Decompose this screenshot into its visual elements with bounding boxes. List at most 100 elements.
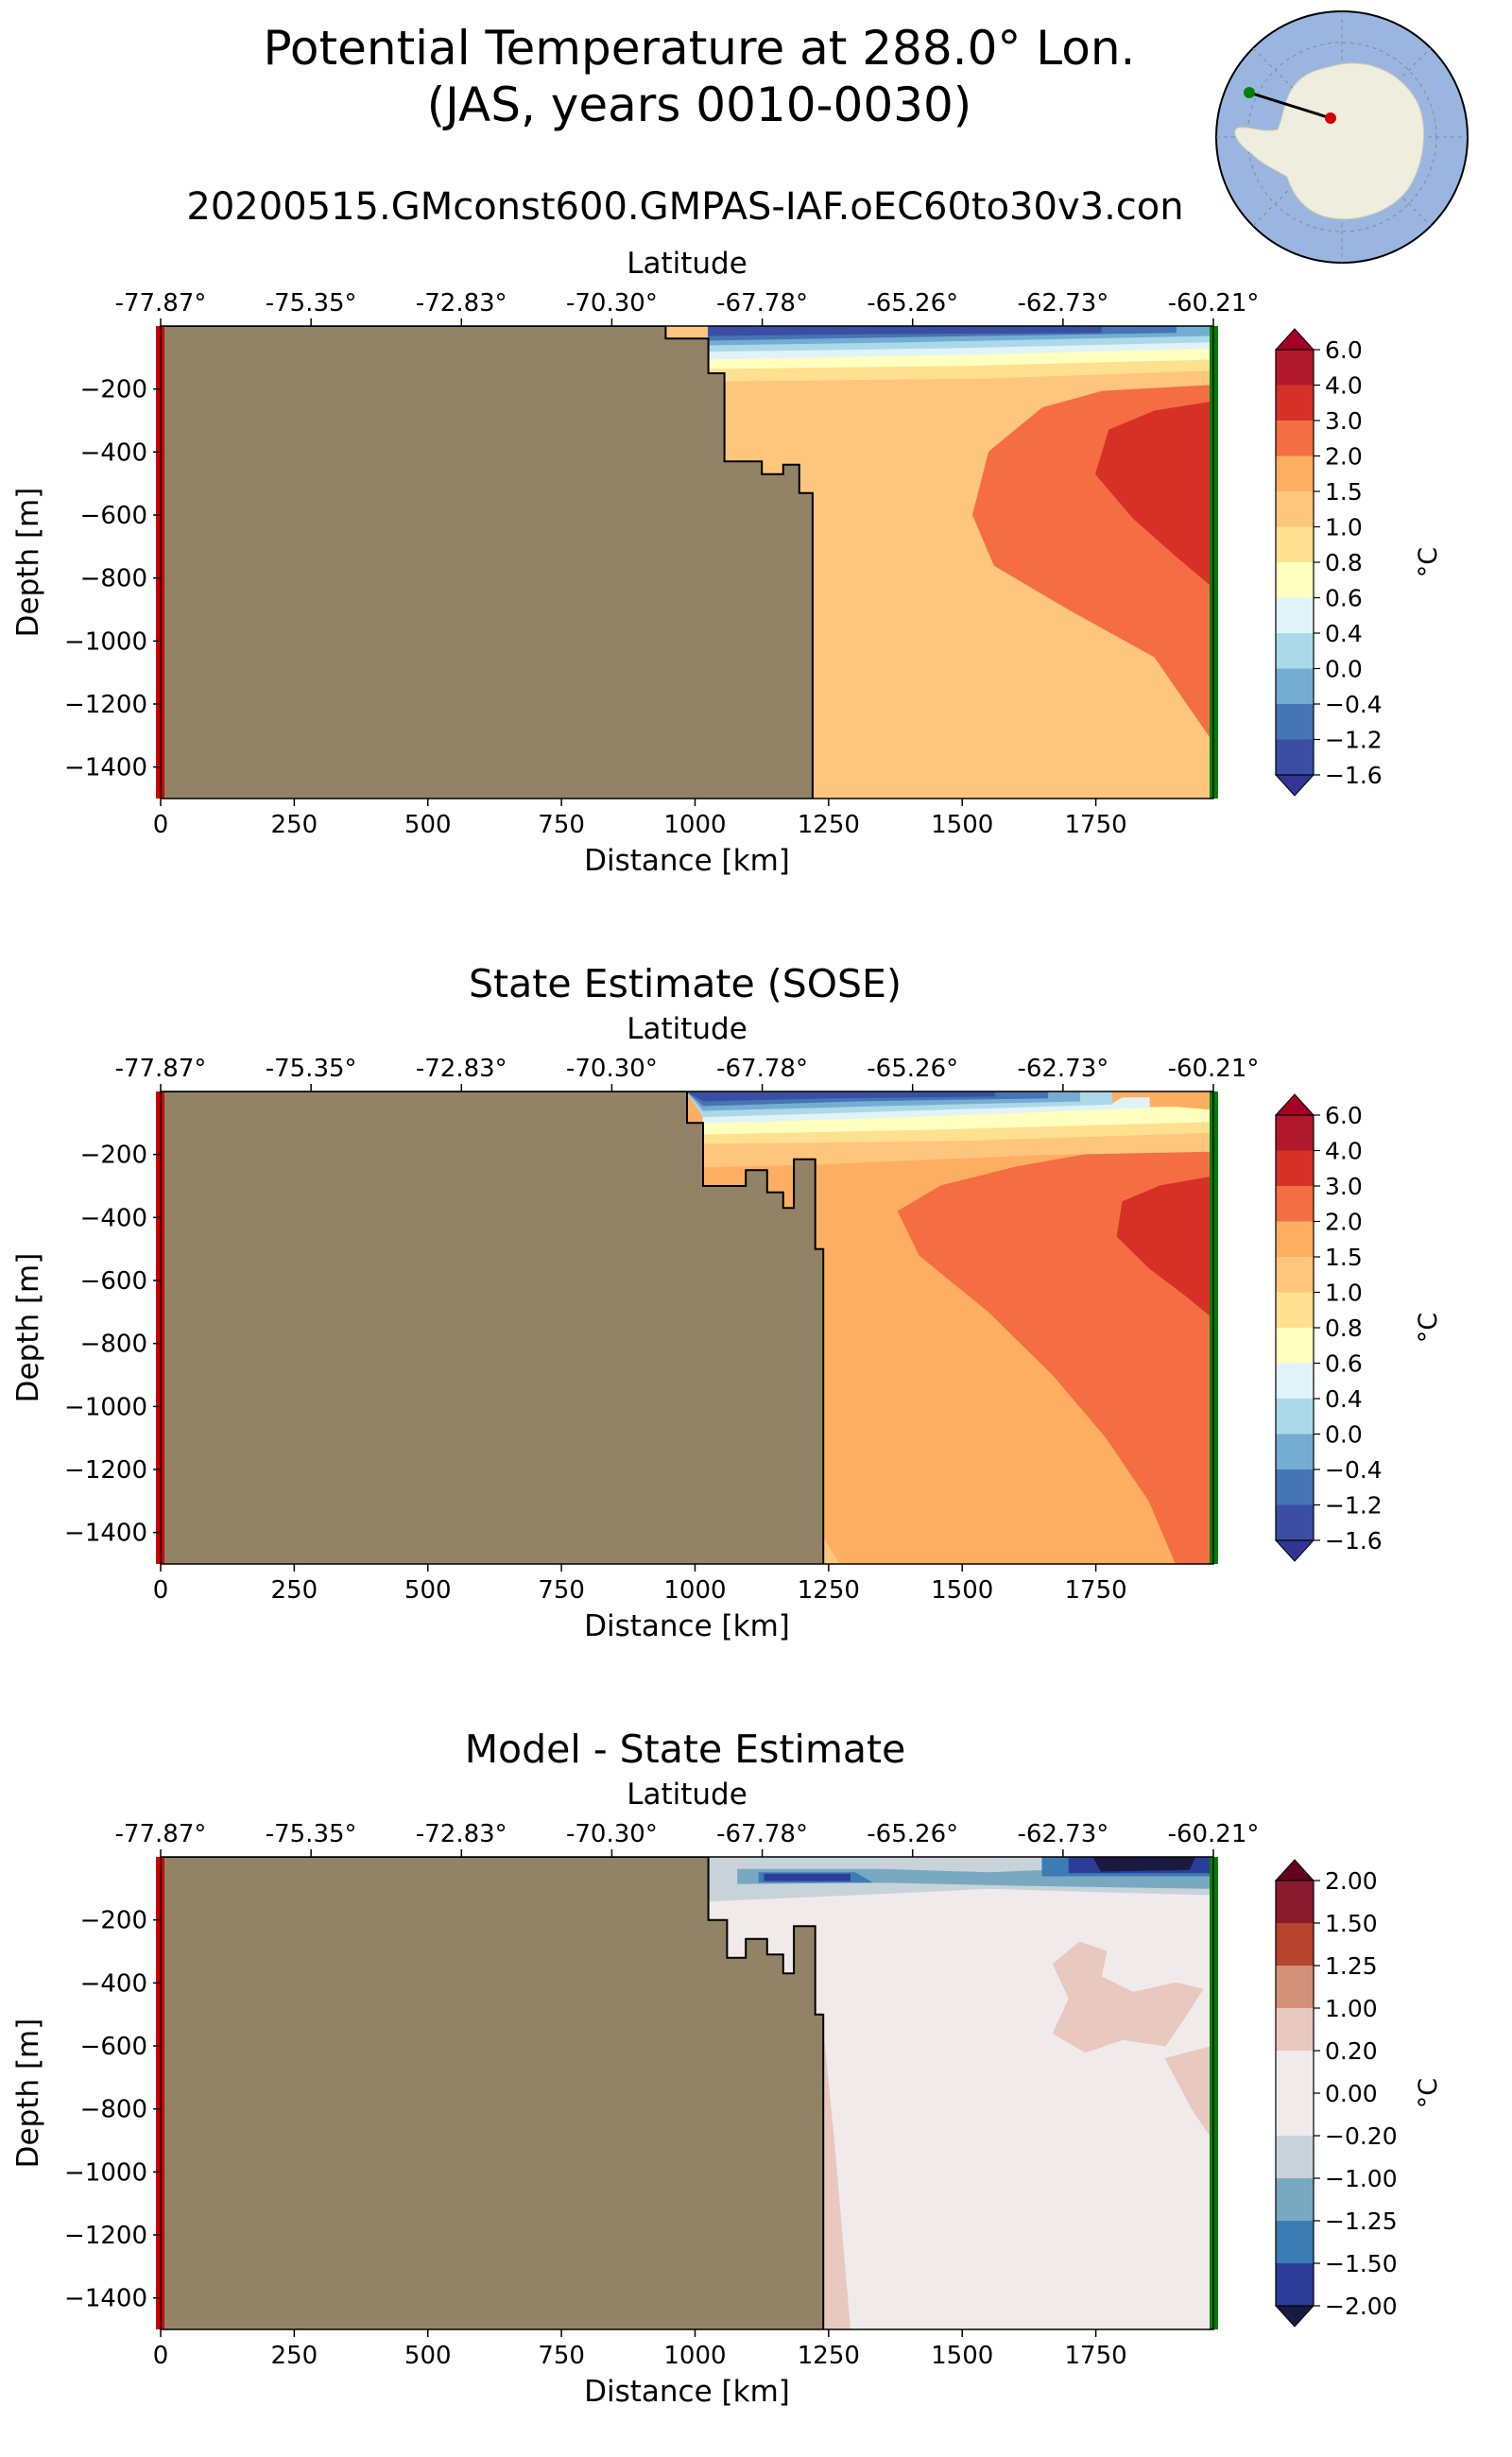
top-axis-label: Latitude xyxy=(627,247,747,281)
transect-line xyxy=(1248,91,1332,120)
x-tick-label: 250 xyxy=(271,811,318,839)
colorbar-tick-label: 1.0 xyxy=(1325,1280,1363,1307)
colorbar-unit-label: °C xyxy=(1414,2078,1443,2108)
y-tick-label: −600 xyxy=(80,2033,147,2061)
lat-tick-label: -77.87° xyxy=(115,289,207,318)
colorbar-segment-2 xyxy=(1276,1186,1314,1222)
x-tick-label: 1500 xyxy=(931,1576,993,1605)
colorbar-segment-8 xyxy=(1276,1399,1314,1435)
x-tick-label: 1000 xyxy=(663,1576,726,1605)
colorbar-segment-6 xyxy=(1276,562,1314,598)
y-tick-label: −800 xyxy=(80,2096,147,2124)
colorbar-segment-6 xyxy=(1276,2136,1314,2179)
colorbar-extend-low xyxy=(1274,2305,1315,2328)
colorbar-segment-10 xyxy=(1276,1469,1314,1505)
colorbar-segment-3 xyxy=(1276,1221,1314,1258)
colorbar-tick-label: 6.0 xyxy=(1325,336,1363,364)
locator-map xyxy=(1215,10,1469,264)
y-axis-label: Depth [m] xyxy=(11,2019,45,2169)
colorbar-segment-5 xyxy=(1276,1292,1314,1329)
colorbar-segment-0 xyxy=(1276,350,1314,386)
colorbar-extend-high xyxy=(1274,328,1315,351)
colorbar-segment-2 xyxy=(1276,1966,1314,2009)
colorbar-segment-0 xyxy=(1276,1115,1314,1151)
contour-region-2 xyxy=(1095,401,1213,589)
contour-region-9 xyxy=(764,1873,850,1881)
x-tick-label: 1750 xyxy=(1065,811,1127,839)
land-mask xyxy=(161,1091,824,1564)
colorbar-segment-1 xyxy=(1276,1150,1314,1187)
y-tick-label: −800 xyxy=(80,565,147,593)
x-tick-label: 0 xyxy=(153,2342,169,2370)
top-axis-label: Latitude xyxy=(627,1778,747,1812)
top-axis-label: Latitude xyxy=(627,1012,747,1046)
land-mask xyxy=(161,1857,824,2329)
colorbar-tick-label: −1.50 xyxy=(1325,2250,1398,2277)
colorbar-tick-label: −1.00 xyxy=(1325,2165,1398,2192)
colorbar-extend-high xyxy=(1274,1093,1315,1116)
y-tick-label: −1200 xyxy=(64,691,147,719)
colorbar-tick-label: 1.25 xyxy=(1325,1952,1378,1980)
seafloor-outline xyxy=(161,1091,825,1564)
colorbar-tick-label: −0.4 xyxy=(1325,1456,1383,1484)
x-tick-label: 500 xyxy=(404,1576,452,1605)
colorbar-tick-label: 0.6 xyxy=(1325,585,1363,612)
y-tick-label: −1400 xyxy=(64,1520,147,1548)
colorbar-tick-label: −2.00 xyxy=(1325,2293,1398,2320)
x-tick-label: 0 xyxy=(153,1576,169,1605)
transect-end-marker xyxy=(1244,87,1255,98)
y-tick-label: −600 xyxy=(80,502,147,530)
colorbar-tick-label: −1.25 xyxy=(1325,2208,1398,2235)
y-tick-label: −1200 xyxy=(64,1456,147,1485)
y-tick-label: −1400 xyxy=(64,2285,147,2313)
lat-tick-label: -70.30° xyxy=(566,289,658,318)
panel-title: 20200515.GMconst600.GMPAS-IAF.oEC60to30v… xyxy=(186,185,1183,229)
lat-tick-label: -60.21° xyxy=(1168,1055,1260,1083)
lat-tick-label: -62.73° xyxy=(1017,1055,1108,1083)
lat-tick-label: -75.35° xyxy=(266,1055,357,1083)
colorbar-segment-11 xyxy=(1276,1504,1314,1541)
colorbar-tick-label: 0.4 xyxy=(1325,620,1363,647)
plot-area xyxy=(161,1091,1213,1564)
panel-bias: Model - State Estimate 0 250 500 750 1000 1250… xyxy=(11,1727,1443,2409)
colorbar-tick-label: 3.0 xyxy=(1325,1173,1363,1200)
panel-title: Model - State Estimate xyxy=(465,1727,906,1772)
x-tick-label: 1500 xyxy=(931,811,993,839)
colorbar-segment-6 xyxy=(1276,1328,1314,1364)
x-axis-label: Distance [km] xyxy=(584,2375,790,2409)
contour-region-2 xyxy=(1052,1941,1204,2053)
y-axis-label: Depth [m] xyxy=(11,1253,45,1403)
y-tick-label: −800 xyxy=(80,1331,147,1359)
lat-tick-label: -62.73° xyxy=(1017,289,1108,318)
colorbar-tick-label: −0.4 xyxy=(1325,691,1383,718)
contour-region-0 xyxy=(822,1887,1213,2329)
colorbar-segment-7 xyxy=(1276,2178,1314,2222)
colorbar-tick-label: 1.50 xyxy=(1325,1910,1378,1937)
contour-region-3 xyxy=(1116,1176,1213,1319)
colorbar-segment-8 xyxy=(1276,633,1314,669)
colorbar-unit-label: °C xyxy=(1414,547,1443,577)
y-tick-label: −1000 xyxy=(64,1393,147,1421)
plot-area xyxy=(161,326,1213,799)
figure-title-line1: Potential Temperature at 288.0° Lon. xyxy=(264,21,1136,76)
colorbar-tick-label: 4.0 xyxy=(1325,372,1363,400)
colorbar-unit-label: °C xyxy=(1414,1313,1443,1343)
contour-region-0 xyxy=(812,513,1102,799)
colorbar-tick-label: 2.0 xyxy=(1325,1209,1363,1236)
lat-tick-label: -75.35° xyxy=(266,1820,357,1848)
lat-tick-label: -77.87° xyxy=(115,1820,207,1848)
antarctica-landmass xyxy=(1234,62,1424,220)
y-tick-label: −1200 xyxy=(64,2222,147,2250)
colorbar-segment-5 xyxy=(1276,526,1314,563)
colorbar-extend-low xyxy=(1274,1539,1315,1562)
axes-frame xyxy=(160,325,1214,799)
y-tick-label: −200 xyxy=(80,1142,147,1170)
colorbar-tick-label: −0.20 xyxy=(1325,2122,1398,2150)
colorbar-segment-3 xyxy=(1276,2008,1314,2052)
land-mask xyxy=(161,326,813,799)
lat-tick-label: -70.30° xyxy=(566,1820,658,1848)
lat-tick-label: -75.35° xyxy=(266,289,357,318)
colorbar-tick-label: 1.5 xyxy=(1325,478,1363,506)
y-tick-label: −1400 xyxy=(64,754,147,782)
